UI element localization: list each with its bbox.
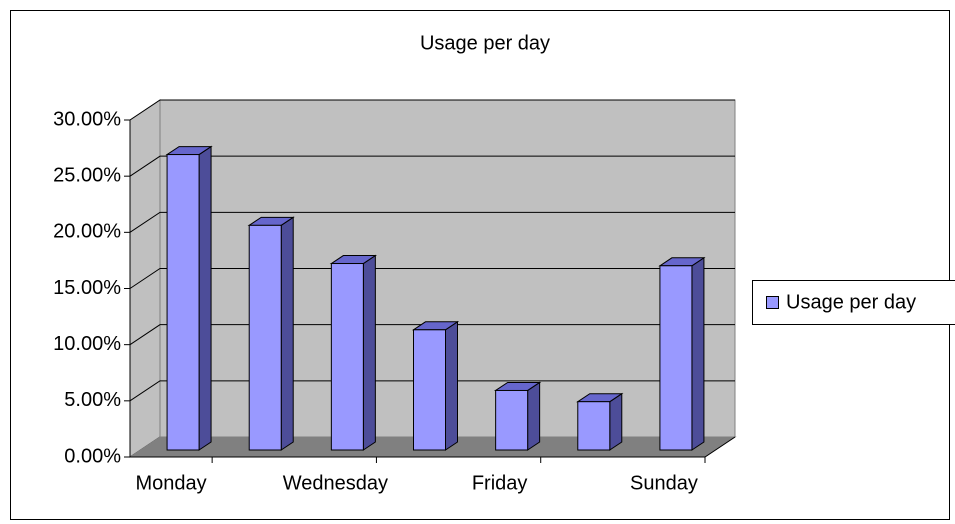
bar (577, 401, 611, 451)
chart-title: Usage per day (420, 32, 550, 54)
grid-line (129, 211, 735, 233)
x-tick-label: Monday (135, 472, 206, 494)
bar-side (445, 320, 458, 451)
legend-swatch (766, 296, 779, 309)
y-tick-label: 25.00% (53, 164, 121, 186)
grid-line (129, 155, 735, 177)
bar (248, 224, 282, 451)
bar-side (280, 216, 294, 451)
x-tick-label: Wednesday (283, 472, 388, 494)
grid-line (129, 380, 735, 402)
bar (659, 265, 693, 451)
x-tick-label: Friday (472, 472, 528, 494)
y-tick-label: 15.00% (53, 277, 121, 299)
y-tick-label: 30.00% (53, 108, 121, 130)
bar-side (527, 381, 541, 451)
grid-line (129, 99, 735, 121)
grid-line (129, 268, 735, 289)
bar-side (362, 254, 376, 451)
bar (330, 263, 364, 451)
y-tick-label: 5.00% (64, 389, 121, 411)
legend-box (752, 280, 955, 325)
bar-side (198, 145, 212, 451)
bar (166, 154, 200, 451)
legend-label: Usage per day (786, 291, 916, 313)
bar-side (609, 392, 623, 451)
bar-side (691, 256, 705, 451)
y-tick-label: 20.00% (53, 221, 121, 243)
bar (495, 389, 529, 451)
bar (413, 329, 446, 451)
grid-line (129, 324, 735, 346)
x-tick-label: Sunday (630, 472, 698, 494)
y-tick-label: 0.00% (64, 445, 121, 467)
y-tick-label: 10.00% (53, 333, 121, 355)
x-axis-depth (704, 436, 736, 458)
